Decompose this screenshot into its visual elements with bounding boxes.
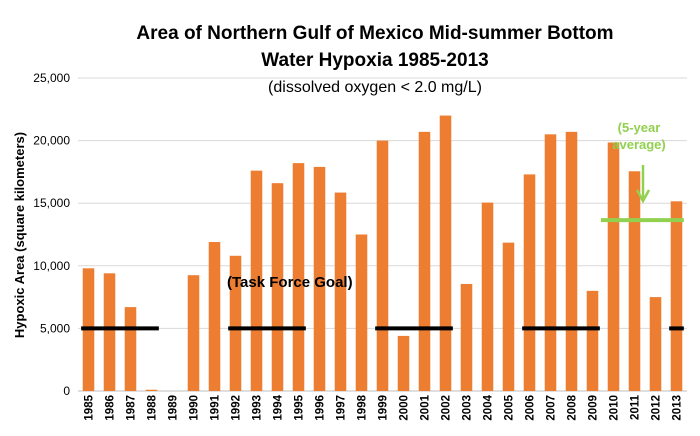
bar-2011 — [628, 171, 641, 391]
x-tick-label: 1993 — [252, 395, 264, 421]
x-tick-label: 2005 — [504, 394, 516, 420]
y-tick-label: 20,000 — [33, 134, 70, 148]
bar-1994 — [271, 183, 284, 391]
x-tick-label: 2013 — [672, 395, 684, 421]
x-tick-label: 1986 — [105, 395, 117, 421]
y-axis-label: Hypoxic Area (square kilometers) — [12, 132, 27, 338]
bar-2006 — [523, 174, 536, 391]
y-tick-label: 0 — [63, 384, 70, 398]
y-tick-label: 15,000 — [33, 196, 70, 210]
bar-2002 — [439, 115, 452, 391]
x-tick-label: 2003 — [462, 395, 474, 421]
x-tick-label: 1990 — [189, 395, 201, 421]
x-tick-label: 2009 — [588, 395, 600, 421]
x-tick-label: 1988 — [147, 394, 159, 420]
x-tick-label: 1997 — [336, 395, 348, 421]
bar-2008 — [565, 131, 578, 391]
x-tick-label: 2001 — [420, 394, 432, 420]
chart-title-line2: Water Hypoxia 1985-2013 — [261, 50, 488, 71]
y-tick-label: 5,000 — [40, 321, 70, 335]
bar-2013 — [670, 201, 683, 391]
x-tick-label: 1987 — [126, 395, 138, 421]
bar-2001 — [418, 131, 431, 391]
bar-1999 — [376, 140, 389, 391]
x-tick-label: 1996 — [315, 395, 327, 421]
bar-1992 — [229, 255, 242, 391]
x-tick-label: 1998 — [357, 394, 369, 420]
chart-subtitle: (dissolved oxygen < 2.0 mg/L) — [268, 79, 482, 96]
bar-1995 — [292, 163, 305, 391]
bar-1993 — [250, 170, 263, 391]
five-year-average-label-line2: average) — [612, 137, 665, 152]
x-tick-label: 1985 — [84, 394, 96, 420]
task-force-goal-label: (Task Force Goal) — [227, 274, 353, 291]
x-tick-label: 1989 — [168, 395, 180, 421]
x-tick-label: 2006 — [525, 395, 537, 421]
bar-1997 — [334, 192, 347, 391]
y-tick-label: 10,000 — [33, 259, 70, 273]
bar-2007 — [544, 134, 557, 391]
y-tick-labels: 0 5,000 10,000 15,000 20,000 25,000 — [33, 71, 70, 398]
x-tick-label: 1999 — [378, 395, 390, 421]
bar-1990 — [187, 275, 200, 391]
bar-2012 — [649, 297, 662, 391]
x-tick-labels: 1985 1986 1987 1988 1989 1990 1991 1992 1993 1994… — [84, 394, 684, 420]
bar-1988 — [145, 389, 158, 391]
x-tick-label: 2000 — [399, 395, 411, 421]
x-tick-label: 2010 — [609, 395, 621, 421]
bars — [82, 115, 683, 391]
bar-1987 — [124, 307, 137, 391]
x-tick-label: 2008 — [567, 394, 579, 420]
x-tick-label: 2012 — [651, 395, 663, 421]
x-tick-label: 2004 — [483, 394, 495, 420]
bar-1986 — [103, 273, 116, 391]
bar-2003 — [460, 283, 473, 391]
x-tick-label: 1995 — [294, 394, 306, 420]
x-tick-label: 1994 — [273, 394, 285, 420]
chart-title-line1: Area of Northern Gulf of Mexico Mid-summ… — [136, 23, 613, 44]
x-tick-label: 1992 — [231, 395, 243, 421]
y-tick-label: 25,000 — [33, 71, 70, 85]
bar-2010 — [607, 142, 620, 391]
bar-1996 — [313, 166, 326, 391]
five-year-average — [600, 165, 684, 223]
x-tick-label: 1991 — [210, 394, 222, 420]
bar-2004 — [481, 202, 494, 391]
x-tick-label: 2002 — [441, 395, 453, 421]
x-tick-label: 2007 — [546, 395, 558, 421]
bar-1991 — [208, 242, 221, 391]
five-year-average-label-line1: (5-year — [618, 120, 661, 135]
x-tick-label: 2011 — [630, 394, 642, 420]
arrow-head-icon — [635, 189, 651, 204]
bar-2005 — [502, 242, 515, 391]
bar-2009 — [586, 290, 599, 391]
bar-2000 — [397, 335, 410, 391]
bar-1998 — [355, 234, 368, 391]
